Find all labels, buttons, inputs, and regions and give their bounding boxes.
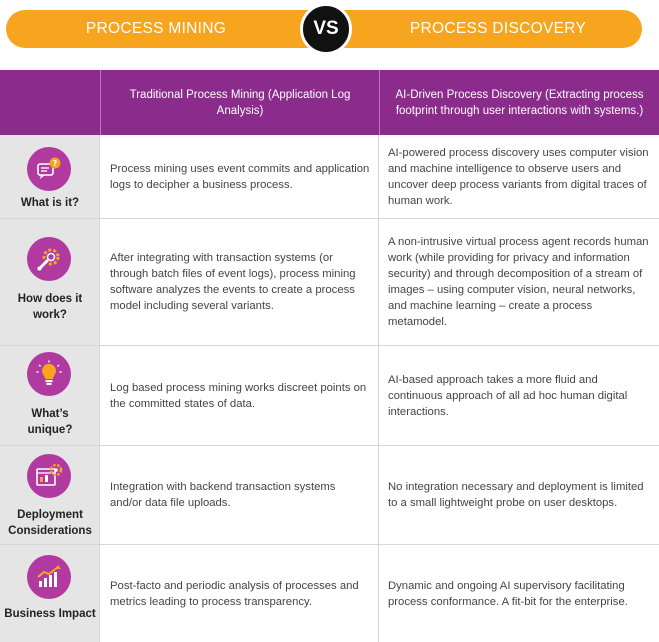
header-ai-driven: AI-Driven Process Discovery (Extracting … — [379, 70, 659, 135]
vs-badge: VS — [300, 3, 352, 55]
ai-driven-cell: A non-intrusive virtual process agent re… — [388, 236, 649, 328]
table-row: Deployment Considerations Integration wi… — [0, 446, 659, 545]
table-row: How does it work? After integrating with… — [0, 219, 659, 346]
table-header: Traditional Process Mining (Application … — [0, 70, 659, 135]
row-label-cell: How does it work? — [0, 219, 100, 345]
row-label-cell: Deployment Considerations — [0, 446, 100, 544]
row-label: What’s unique? — [27, 408, 73, 436]
table-row: Business Impact Post-facto and periodic … — [0, 545, 659, 642]
row-label: How does it work? — [17, 293, 83, 321]
table-row: What’s unique? Log based process mining … — [0, 346, 659, 446]
header-traditional: Traditional Process Mining (Application … — [100, 70, 379, 135]
ai-driven-cell: AI-powered process discovery uses comput… — [388, 146, 649, 207]
dashboard-gear-icon — [27, 454, 71, 498]
row-label-cell: Business Impact — [0, 545, 100, 642]
chat-bubble-question-icon: ? — [27, 147, 71, 191]
row-label-cell: What’s unique? — [0, 346, 100, 445]
row-label-cell: ? What is it? — [0, 135, 100, 218]
ai-driven-cell: No integration necessary and deployment … — [388, 481, 644, 509]
process-discovery-title: PROCESS DISCOVERY — [409, 20, 587, 37]
row-label: Business Impact — [4, 608, 96, 620]
lightbulb-icon — [27, 352, 71, 396]
traditional-cell: Log based process mining works discreet … — [101, 346, 379, 445]
traditional-cell: After integrating with transaction syste… — [101, 219, 379, 345]
svg-text:?: ? — [53, 159, 58, 168]
traditional-cell: Process mining uses event commits and ap… — [101, 135, 379, 218]
ai-driven-cell: AI-based approach takes a more fluid and… — [388, 373, 628, 418]
traditional-cell: Integration with backend transaction sys… — [101, 446, 379, 544]
process-discovery-pill: PROCESS DISCOVERY — [334, 10, 642, 48]
row-label: Deployment Considerations — [8, 509, 92, 537]
growth-chart-icon — [27, 555, 71, 599]
process-mining-title: PROCESS MINING — [85, 20, 227, 37]
ai-driven-cell: Dynamic and ongoing AI supervisory facil… — [388, 579, 628, 608]
row-label: What is it? — [20, 197, 80, 209]
gear-wrench-icon — [27, 237, 71, 281]
table-row: ? What is it? Process mining uses event … — [0, 135, 659, 219]
process-mining-pill: PROCESS MINING — [6, 10, 324, 48]
traditional-cell: Post-facto and periodic analysis of proc… — [101, 545, 379, 642]
title-banner: PROCESS MINING PROCESS DISCOVERY VS — [0, 0, 659, 70]
